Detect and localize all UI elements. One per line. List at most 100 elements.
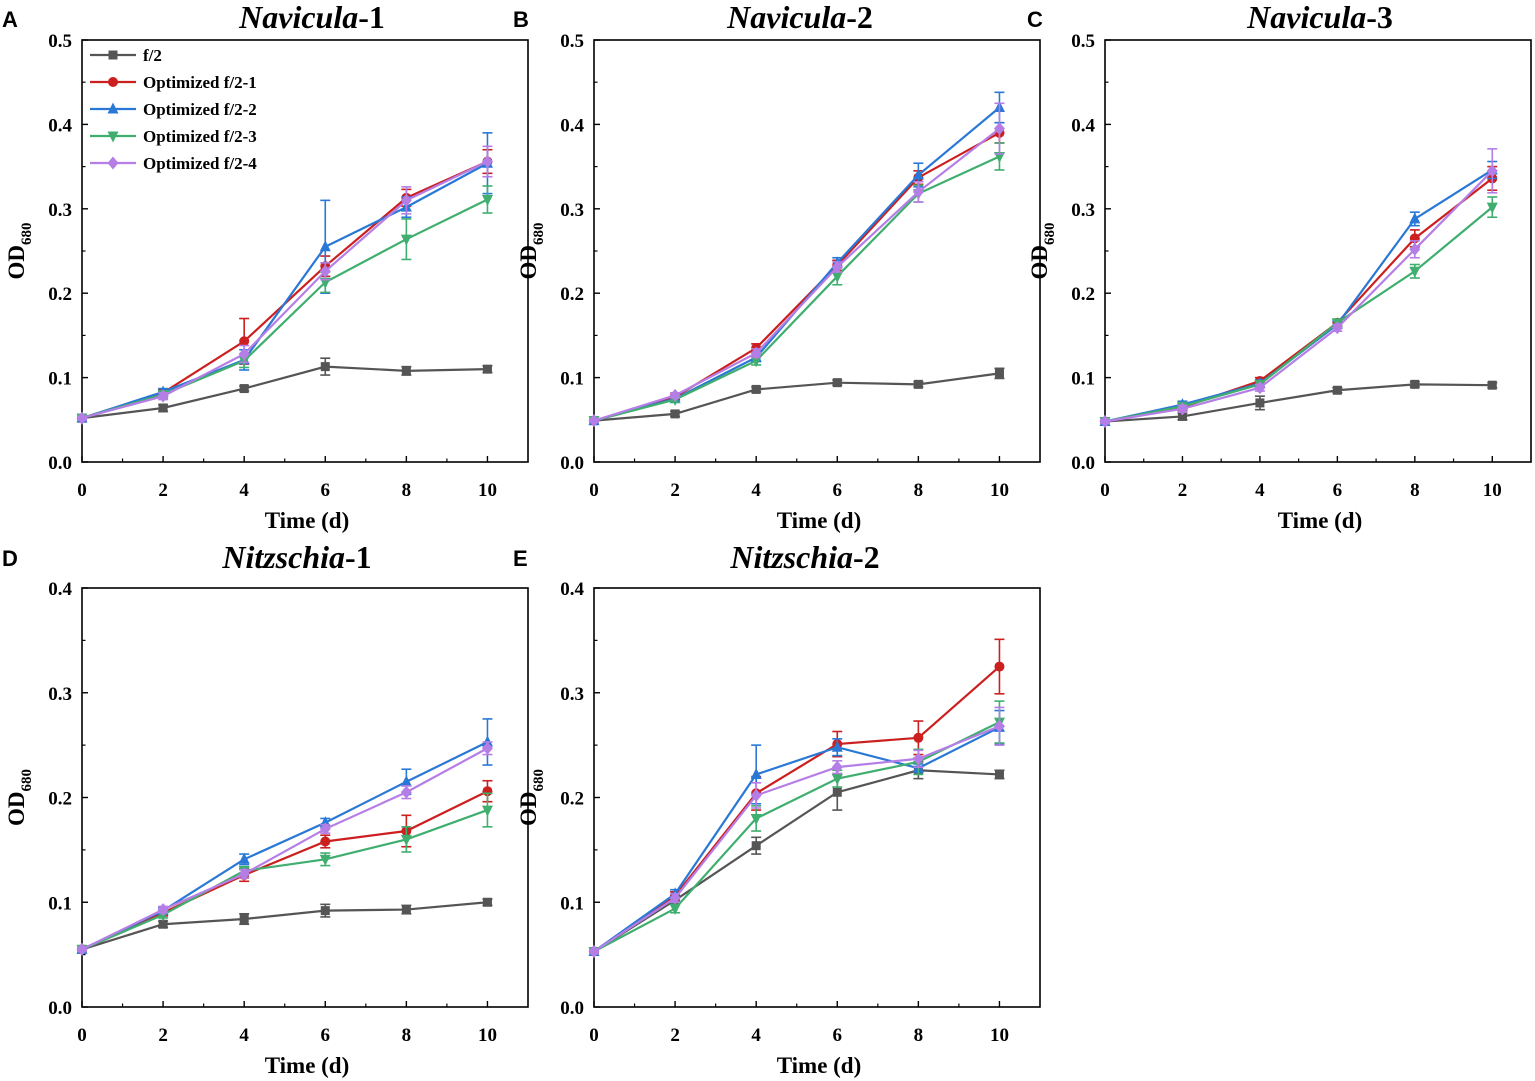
x-tick-label: 4 bbox=[1255, 480, 1265, 501]
panel-title-genus: Navicula bbox=[238, 0, 358, 35]
series-line bbox=[81, 160, 488, 420]
x-tick-label: 6 bbox=[1333, 480, 1343, 501]
data-point bbox=[481, 155, 493, 169]
data-point bbox=[1409, 242, 1421, 256]
x-axis-label: Time (d) bbox=[265, 1053, 350, 1078]
data-point bbox=[158, 919, 168, 929]
x-tick-label: 2 bbox=[1178, 480, 1188, 501]
legend-marker bbox=[108, 77, 118, 87]
data-point bbox=[319, 854, 331, 866]
panel-e: E Nitzschia-2 0.0 0.1 0.2 0.3 0.4 0 2 4 6 8 10 Time (… bbox=[513, 539, 1041, 1078]
x-tick-label: 8 bbox=[914, 480, 924, 501]
series-line bbox=[593, 726, 1000, 953]
data-point bbox=[1177, 411, 1187, 421]
x-tick-label: 4 bbox=[751, 480, 761, 501]
y-tick-label: 0.3 bbox=[1071, 200, 1095, 221]
x-tick-label: 6 bbox=[833, 480, 843, 501]
panel-title-suffix: -1 bbox=[345, 539, 372, 575]
data-point bbox=[400, 193, 412, 207]
legend-item-optimized-f-2-4: Optimized f/2-4 bbox=[90, 154, 257, 173]
series-line bbox=[593, 372, 1000, 422]
panel-title-e: Nitzschia-2 bbox=[729, 539, 879, 575]
series-line bbox=[593, 106, 1001, 422]
x-tick-label: 0 bbox=[589, 1025, 599, 1046]
data-point bbox=[401, 366, 411, 376]
y-tick-label: 0.5 bbox=[1071, 31, 1095, 52]
panel-title-c: Navicula-3 bbox=[1246, 0, 1393, 35]
legend-label: Optimized f/2-2 bbox=[143, 100, 257, 119]
series-f-2 bbox=[589, 367, 1005, 426]
y-tick-label: 0.1 bbox=[560, 893, 584, 914]
data-point bbox=[831, 740, 843, 752]
data-point bbox=[319, 240, 331, 252]
series-optimized-f-2-2 bbox=[76, 132, 493, 423]
data-point bbox=[1409, 212, 1421, 224]
x-axis-label: Time (d) bbox=[1278, 508, 1363, 533]
data-point bbox=[239, 914, 249, 924]
data-point bbox=[588, 944, 600, 958]
x-tick-label: 4 bbox=[239, 1025, 249, 1046]
data-point bbox=[994, 368, 1004, 378]
data-point bbox=[482, 897, 492, 907]
x-tick-label: 4 bbox=[239, 480, 249, 501]
data-point bbox=[750, 346, 762, 360]
data-point bbox=[238, 867, 250, 881]
x-tick-label: 2 bbox=[670, 480, 680, 501]
plot-frame bbox=[81, 587, 529, 1008]
legend-item-optimized-f-2-1: Optimized f/2-1 bbox=[90, 73, 257, 92]
legend-marker bbox=[107, 156, 119, 170]
series-line bbox=[81, 198, 488, 420]
data-point bbox=[239, 336, 250, 347]
y-axis-label-main: OD bbox=[1027, 245, 1052, 280]
series-line bbox=[1104, 170, 1494, 423]
x-tick-label: 6 bbox=[321, 480, 331, 501]
data-point bbox=[1176, 402, 1188, 416]
panel-title-suffix: -1 bbox=[358, 0, 385, 35]
series-optimized-f-2-2 bbox=[588, 709, 1005, 956]
x-tick-label: 8 bbox=[1410, 480, 1420, 501]
y-tick-label: 0.4 bbox=[560, 115, 584, 136]
panel-title-genus: Navicula bbox=[726, 0, 846, 35]
data-point bbox=[912, 168, 924, 180]
y-tick-label: 0.0 bbox=[560, 998, 584, 1019]
panel-d: D Nitzschia-1 0.0 0.1 0.2 0.3 0.4 0 2 4 6 8 10 Time (… bbox=[2, 539, 529, 1078]
y-tick-label: 0.0 bbox=[560, 453, 584, 474]
x-tick-label: 8 bbox=[402, 1025, 412, 1046]
y-axis-label: OD680 bbox=[516, 223, 547, 280]
series-line bbox=[81, 747, 488, 951]
series-line bbox=[593, 131, 1000, 422]
legend-label: Optimized f/2-4 bbox=[143, 154, 257, 173]
legend-item-f-2: f/2 bbox=[90, 46, 162, 65]
y-tick-label: 0.4 bbox=[560, 579, 584, 600]
series-line bbox=[593, 127, 1001, 422]
panel-a: A Navicula-1 0.0 0.1 0.2 0.3 0.4 0.5 0 2 4 6 8 10 Time… bbox=[2, 0, 529, 533]
data-point bbox=[831, 260, 843, 274]
y-axis-label-subscript: 680 bbox=[19, 223, 35, 246]
data-point bbox=[481, 741, 493, 755]
y-axis-label: OD680 bbox=[4, 769, 35, 826]
data-point bbox=[831, 774, 843, 786]
data-point bbox=[670, 409, 680, 419]
data-point bbox=[482, 364, 492, 374]
series-optimized-f-2-4 bbox=[588, 102, 1005, 428]
data-point bbox=[913, 732, 924, 743]
y-tick-label: 0.4 bbox=[1071, 115, 1095, 136]
panel-letter-c: C bbox=[1027, 7, 1043, 32]
data-point bbox=[400, 834, 412, 846]
y-axis-label: OD680 bbox=[1027, 223, 1058, 280]
data-point bbox=[239, 384, 249, 394]
series-line bbox=[593, 155, 1000, 422]
data-point bbox=[400, 785, 412, 799]
x-tick-label: 2 bbox=[158, 480, 168, 501]
y-axis-label-main: OD bbox=[4, 792, 29, 827]
series-line bbox=[81, 162, 488, 420]
y-axis-label-main: OD bbox=[516, 792, 541, 827]
y-axis-label: OD680 bbox=[4, 223, 35, 280]
series-optimized-f-2-1 bbox=[77, 779, 493, 955]
series-line bbox=[593, 721, 1000, 953]
data-point bbox=[669, 388, 681, 402]
data-point bbox=[750, 813, 762, 825]
y-tick-label: 0.1 bbox=[1071, 369, 1095, 390]
panel-title-suffix: -2 bbox=[846, 0, 873, 35]
legend-item-optimized-f-2-3: Optimized f/2-3 bbox=[90, 127, 257, 146]
